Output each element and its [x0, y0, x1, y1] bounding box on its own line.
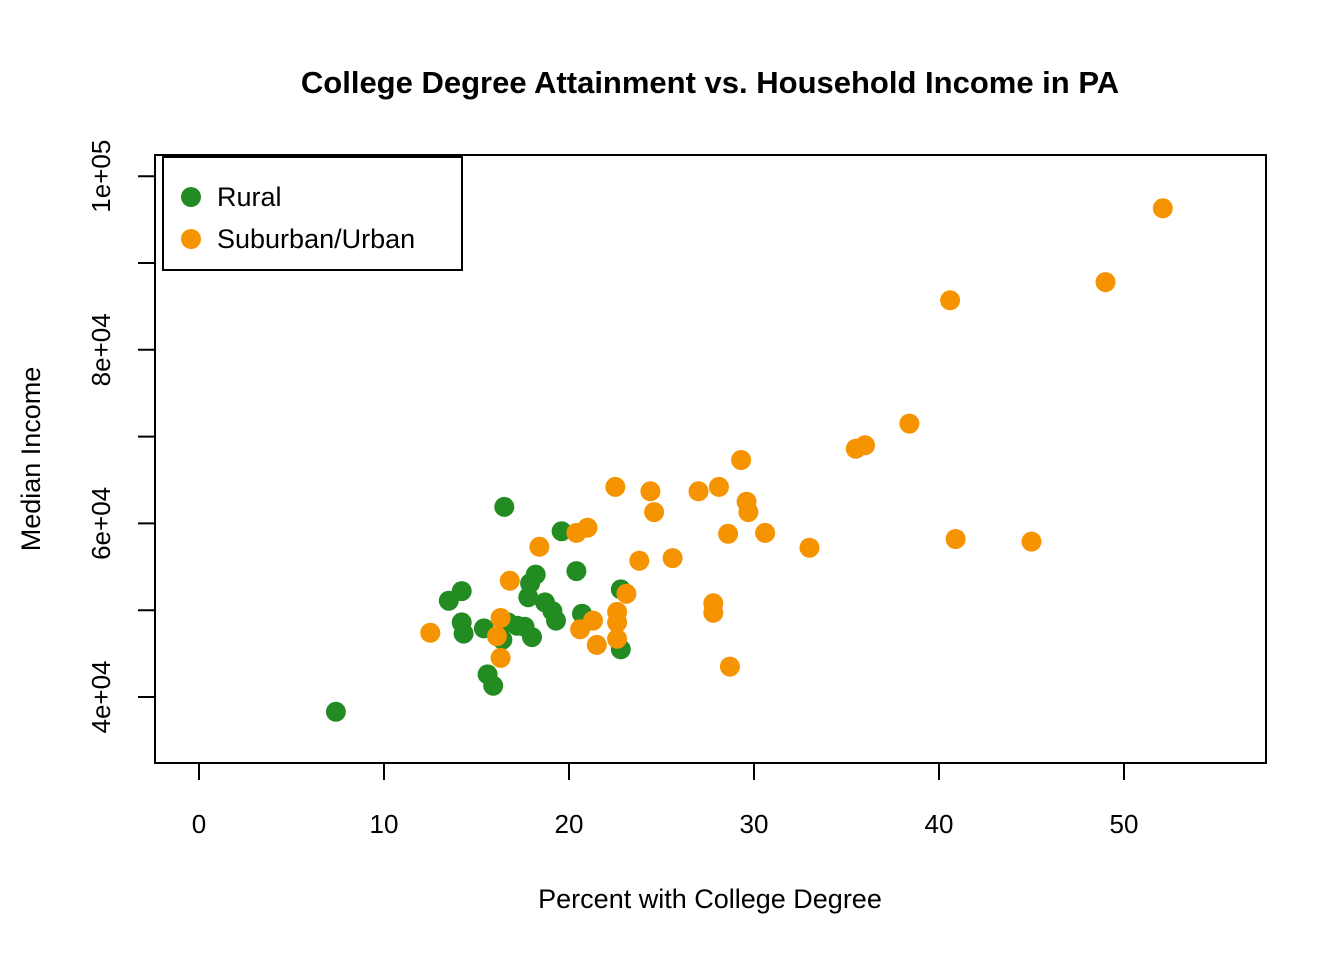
legend-dot-suburban-urban — [181, 229, 201, 249]
data-point-suburban-urban — [616, 583, 637, 604]
data-point-rural — [494, 496, 515, 517]
data-point-suburban-urban — [1152, 198, 1173, 219]
data-point-rural — [325, 701, 346, 722]
data-point-suburban-urban — [629, 550, 650, 571]
data-point-suburban-urban — [799, 537, 820, 558]
data-point-rural — [522, 627, 542, 648]
x-tick-label: 30 — [740, 809, 769, 839]
y-tick-label: 4e+04 — [86, 660, 116, 733]
data-point-suburban-urban — [499, 570, 520, 591]
data-point-suburban-urban — [703, 602, 724, 623]
data-point-suburban-urban — [1021, 531, 1042, 552]
data-point-suburban-urban — [1095, 272, 1116, 293]
plot-area-border — [154, 154, 1267, 764]
data-point-rural — [551, 521, 572, 542]
data-point-suburban-urban — [583, 610, 603, 631]
x-tick-label: 40 — [925, 809, 954, 839]
legend-dot-rural — [181, 187, 201, 207]
data-point-suburban-urban — [607, 612, 628, 633]
y-tick-label: 6e+04 — [86, 487, 116, 560]
data-point-suburban-urban — [899, 413, 920, 434]
legend-label: Rural — [217, 182, 282, 212]
data-point-rural — [483, 675, 504, 696]
legend-label: Suburban/Urban — [217, 224, 415, 254]
data-point-rural — [518, 587, 539, 608]
x-tick-label: 20 — [555, 809, 584, 839]
x-axis-title: Percent with College Degree — [538, 884, 882, 914]
data-point-suburban-urban — [688, 481, 709, 502]
data-point-suburban-urban — [420, 622, 441, 643]
data-point-suburban-urban — [605, 476, 626, 497]
data-point-suburban-urban — [644, 502, 665, 523]
chart-title: College Degree Attainment vs. Household … — [301, 65, 1119, 100]
x-tick-label: 0 — [192, 809, 206, 839]
data-point-suburban-urban — [662, 548, 683, 569]
data-point-suburban-urban — [731, 450, 752, 470]
legend-box — [162, 156, 463, 271]
data-points — [325, 198, 1173, 722]
data-point-suburban-urban — [640, 481, 661, 502]
y-axis: 4e+04 6e+04 8e+04 1e+05 — [86, 140, 155, 734]
x-axis: 0 10 20 30 40 50 — [192, 763, 1139, 839]
data-point-suburban-urban — [945, 529, 966, 549]
data-point-rural — [451, 581, 472, 602]
data-point-rural — [566, 561, 587, 582]
data-point-suburban-urban — [708, 476, 729, 497]
y-axis-title: Median Income — [16, 367, 46, 552]
data-point-suburban-urban — [490, 647, 511, 668]
legend: Rural Suburban/Urban — [162, 156, 463, 271]
data-point-suburban-urban — [607, 628, 628, 649]
data-point-suburban-urban — [718, 523, 739, 544]
data-point-suburban-urban — [738, 502, 759, 523]
data-point-rural — [546, 610, 566, 631]
data-point-suburban-urban — [855, 435, 875, 456]
data-point-suburban-urban — [529, 536, 550, 557]
data-point-suburban-urban — [586, 634, 607, 655]
data-point-suburban-urban — [577, 517, 598, 538]
y-tick-label: 1e+05 — [86, 140, 116, 213]
data-point-suburban-urban — [940, 290, 961, 311]
data-point-suburban-urban — [719, 656, 740, 677]
x-tick-label: 10 — [370, 809, 399, 839]
data-point-suburban-urban — [490, 608, 511, 628]
data-point-suburban-urban — [486, 626, 507, 647]
x-tick-label: 50 — [1110, 809, 1139, 839]
data-point-suburban-urban — [755, 522, 776, 543]
data-point-rural — [453, 623, 474, 644]
y-tick-label: 8e+04 — [86, 313, 116, 386]
